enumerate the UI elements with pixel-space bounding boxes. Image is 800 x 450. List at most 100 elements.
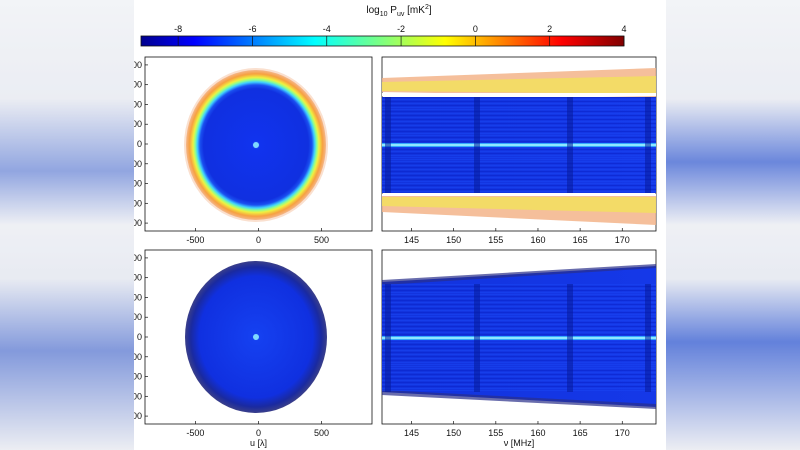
x-tick-label: 160 xyxy=(530,428,545,438)
band-stripe xyxy=(382,191,656,192)
band-stripe xyxy=(382,330,656,331)
band-stripe xyxy=(382,169,656,170)
band-stripe xyxy=(382,306,656,307)
band-stripe xyxy=(382,328,656,329)
band-stripe xyxy=(382,161,656,162)
band-stripe xyxy=(382,358,656,359)
band-stripe xyxy=(382,157,656,158)
band-stripe xyxy=(382,342,656,343)
chart-svg: log10 Puv [mK2] -8 -6 -4 -2 0 2 4 -500 0 500 800 6… xyxy=(134,4,657,448)
band-stripe xyxy=(382,372,656,373)
y-tick-label: 600 xyxy=(134,80,142,90)
x-tick-label: 165 xyxy=(573,235,588,245)
y-tick-label: -800 xyxy=(134,411,142,421)
band-stripe xyxy=(382,348,656,349)
band-stripe xyxy=(382,113,656,114)
y-tick-label: 200 xyxy=(134,312,142,322)
band-stripe xyxy=(382,105,656,106)
center-line-core xyxy=(382,337,656,339)
band-stripe xyxy=(382,320,656,321)
band-stripe xyxy=(382,360,656,361)
band-stripe xyxy=(382,370,656,371)
band-stripe xyxy=(382,368,656,369)
y-tick-label: -200 xyxy=(134,352,142,362)
band-stripe xyxy=(382,308,656,309)
y-tick-label: 800 xyxy=(134,253,142,263)
band-stripe xyxy=(382,350,656,351)
x-tick-label: -500 xyxy=(186,428,204,438)
band-stripe xyxy=(382,378,656,379)
band-stripe xyxy=(382,294,656,295)
panel-bottom-right: 145 150 155 160 165 170 ν [MHz] xyxy=(381,249,657,448)
band-stripe xyxy=(382,382,656,383)
band-stripe xyxy=(382,149,656,150)
band-stripe xyxy=(382,103,656,104)
upper-wedge-core xyxy=(382,76,656,94)
x-tick-label: 500 xyxy=(314,428,329,438)
band-stripe xyxy=(382,300,656,301)
x-tick-label: 165 xyxy=(573,428,588,438)
x-tick-label: 0 xyxy=(256,428,261,438)
band-stripe xyxy=(382,175,656,176)
band-stripe xyxy=(382,163,656,164)
x-tick-label: 145 xyxy=(404,235,419,245)
colorbar: log10 Puv [mK2] -8 -6 -4 -2 0 2 4 xyxy=(140,4,627,47)
y-tick-label: -400 xyxy=(134,179,142,189)
y-tick-label: 200 xyxy=(134,119,142,129)
upper-edge xyxy=(382,264,656,285)
band-stripe xyxy=(382,165,656,166)
x-tick-label: -500 xyxy=(186,235,204,245)
band-stripe xyxy=(382,362,656,363)
frequency-column xyxy=(474,284,480,392)
uv-center xyxy=(253,142,259,148)
band-stripe xyxy=(382,147,656,148)
y-tick-label: -800 xyxy=(134,218,142,228)
band-stripe xyxy=(382,107,656,108)
band-stripe xyxy=(382,123,656,124)
band-stripe xyxy=(382,179,656,180)
center-line-core xyxy=(382,144,656,146)
band-stripe xyxy=(382,185,656,186)
band-stripe xyxy=(382,129,656,130)
band-stripe xyxy=(382,366,656,367)
band-stripe xyxy=(382,101,656,102)
uv-center xyxy=(253,334,259,340)
band-stripe xyxy=(382,155,656,156)
band-stripe xyxy=(382,189,656,190)
frequency-column xyxy=(645,284,651,392)
x-tick-label: 160 xyxy=(530,235,545,245)
band-stripe xyxy=(382,151,656,152)
band-stripe xyxy=(382,296,656,297)
y-tick-label: -400 xyxy=(134,372,142,382)
band-stripe xyxy=(382,384,656,385)
colorbar-gradient xyxy=(140,35,625,47)
band-stripe xyxy=(382,125,656,126)
band-stripe xyxy=(382,139,656,140)
band-stripe xyxy=(382,97,656,98)
band-stripe xyxy=(382,109,656,110)
band-stripe xyxy=(382,298,656,299)
colorbar-tick-label: -4 xyxy=(323,24,331,34)
band-stripe xyxy=(382,177,656,178)
band-stripe xyxy=(382,187,656,188)
band-stripe xyxy=(382,153,656,154)
x-tick-label: 155 xyxy=(488,235,503,245)
x-tick-label: 0 xyxy=(256,235,261,245)
band-stripe xyxy=(382,171,656,172)
band-stripe xyxy=(382,340,656,341)
band-stripe xyxy=(382,133,656,134)
band-stripe xyxy=(382,386,656,387)
band-stripe xyxy=(382,119,656,120)
band-stripe xyxy=(382,364,656,365)
x-axis-label: u [λ] xyxy=(250,438,267,448)
band-stripe xyxy=(382,346,656,347)
frequency-column xyxy=(567,284,573,392)
band-stripe xyxy=(382,181,656,182)
colorbar-title: log10 Puv [mK2] xyxy=(366,4,431,18)
band-stripe xyxy=(382,352,656,353)
y-tick-label: 600 xyxy=(134,273,142,283)
frequency-column xyxy=(567,97,573,193)
frequency-column xyxy=(645,97,651,193)
band-stripe xyxy=(382,111,656,112)
band-stripe xyxy=(382,127,656,128)
